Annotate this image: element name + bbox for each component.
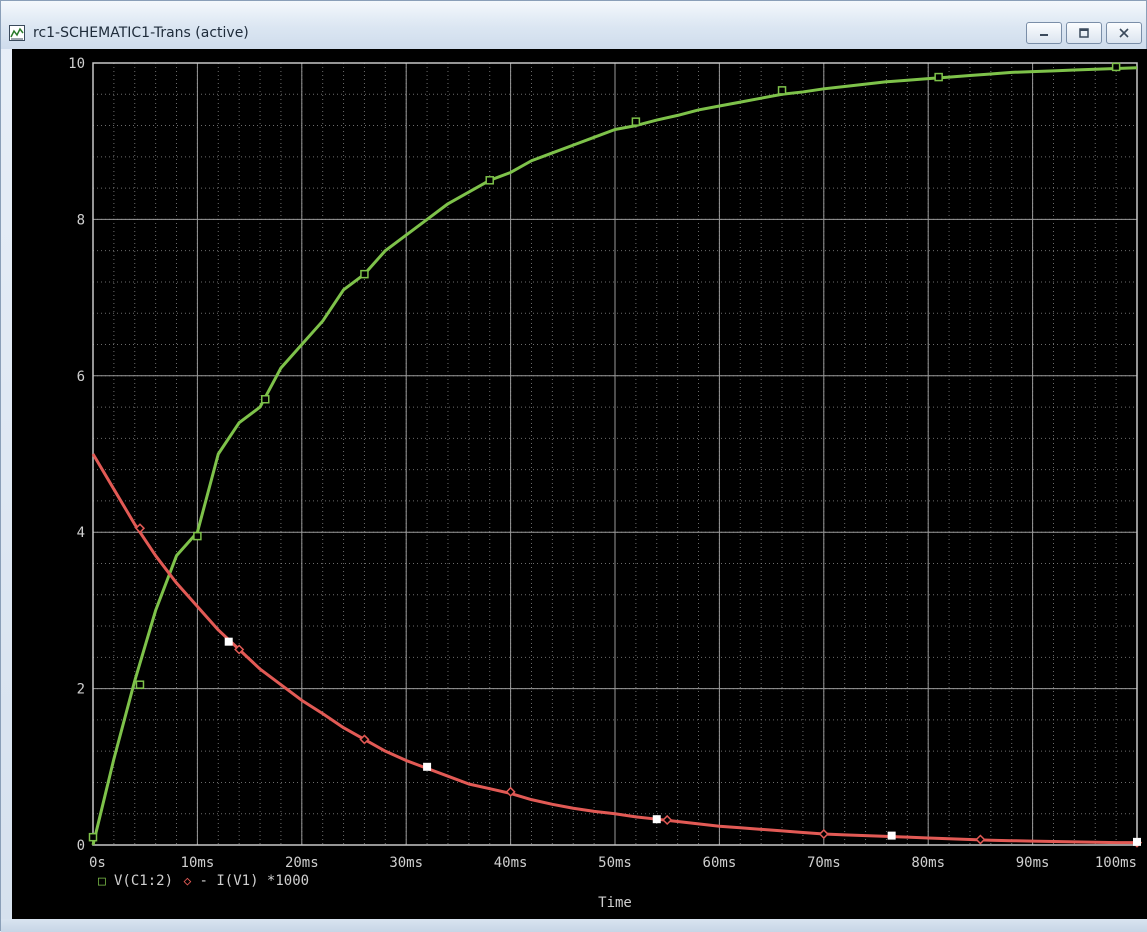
maximize-button[interactable] [1066,22,1102,44]
voltage-trace [91,66,1138,846]
cursor-marker [224,637,233,646]
waveform-chart[interactable]: 0 2 4 6 8 10 0s 10ms 20ms 30ms 40ms 50ms 60ms 70ms 80m… [12,49,1147,919]
voltage-marker [193,531,202,541]
legend-diamond-icon: ◇ [184,874,192,889]
probe-plot-area[interactable]: 0 2 4 6 8 10 0s 10ms 20ms 30ms 40ms 50ms 60ms 70ms 80m… [12,49,1147,919]
x-tick-label: 0s [89,855,106,871]
current-trace [91,453,1137,845]
y-tick-label: 0 [77,838,85,854]
voltage-marker [360,269,369,279]
voltage-marker [485,176,494,185]
cursor-marker [1133,837,1141,846]
voltage-marker [135,680,145,689]
y-tick-label: 4 [77,525,85,541]
x-tick-label: 40ms [494,855,528,871]
maximize-icon [1079,28,1089,38]
voltage-marker [88,832,98,842]
y-tick-label: 8 [77,212,85,228]
current-marker [234,644,245,655]
x-tick-label: 70ms [807,855,841,871]
cursor-marker [652,815,661,824]
x-tick-label: 90ms [1016,855,1050,871]
current-marker [818,828,829,840]
x-tick-label: 50ms [598,855,632,871]
minimize-button[interactable] [1026,22,1062,44]
legend-label: - I(V1) *1000 [200,873,310,889]
close-icon [1119,28,1129,38]
voltage-marker [261,395,270,404]
voltage-marker [934,72,943,82]
cursor-marker [423,762,432,771]
title-bar[interactable]: rc1-SCHEMATIC1-Trans (active) [1,1,1146,49]
current-marker [505,786,516,797]
legend-square-icon: □ [98,874,106,889]
voltage-marker [777,86,787,95]
minimize-icon [1040,34,1048,36]
x-tick-label: 20ms [285,855,319,871]
y-tick-label: 2 [77,682,85,698]
schematic-app-icon[interactable] [9,25,25,41]
x-tick-label: 10ms [181,855,215,871]
x-tick-label: 80ms [911,855,945,871]
x-tick-label: 60ms [703,855,737,871]
caption-buttons [1026,22,1142,44]
x-tick-label: 100ms [1095,855,1137,871]
current-marker [975,834,986,845]
voltage-marker [1111,62,1121,72]
voltage-marker [631,117,641,126]
window-title: rc1-SCHEMATIC1-Trans (active) [33,25,249,41]
current-marker [359,734,370,745]
x-tick-label: 30ms [389,855,423,871]
window-bottom-border [1,919,1147,932]
y-tick-label: 6 [77,369,85,385]
current-marker [662,814,673,826]
cursor-marker [887,831,896,840]
y-tick-label: 10 [68,56,85,72]
x-axis-label: Time [598,895,632,911]
legend-label: V(C1:2) [114,873,173,889]
current-marker [134,523,146,534]
close-button[interactable] [1106,22,1142,44]
